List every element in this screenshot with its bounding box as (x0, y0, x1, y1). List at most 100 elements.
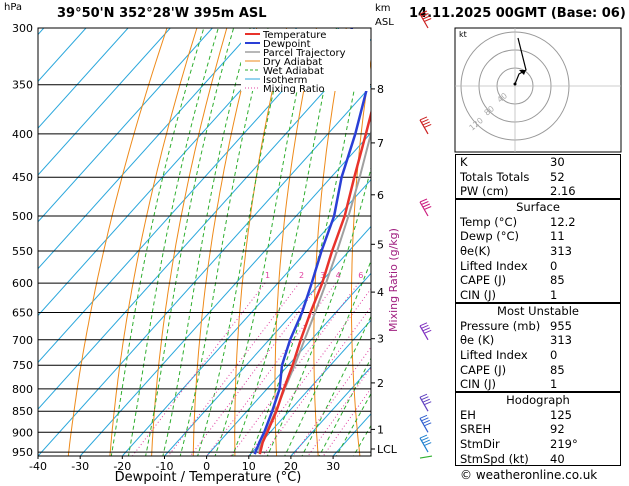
temperature-tick-label: 10 (242, 460, 256, 473)
mixing-ratio-line (322, 387, 371, 456)
km-tick-label: 7 (377, 137, 384, 150)
hodograph-table-label: SREH (460, 422, 492, 437)
wind-barb-staff (419, 201, 429, 217)
surface-label: Temp (°C) (460, 214, 518, 229)
mixing-ratio-line (131, 282, 266, 456)
wind-barb-feather (422, 419, 430, 424)
wind-barb-feather (419, 393, 428, 398)
wind-barb-feather (421, 324, 429, 329)
surface-value: 0 (550, 258, 558, 273)
location-title: 39°50'N 352°28'W 395m ASL (57, 6, 267, 21)
wind-barb-feather (424, 442, 432, 447)
isotherm (38, 28, 340, 364)
indices-label: K (460, 155, 468, 170)
pressure-tick-label: 350 (12, 79, 33, 92)
wind-barb (419, 10, 432, 29)
hodograph-table-title: Hodograph (506, 393, 570, 408)
wet-adiabat (110, 28, 205, 456)
most-unstable-label: θe (K) (460, 333, 495, 348)
dewpoint-line (253, 28, 370, 455)
wind-barb-feather (424, 206, 432, 210)
temperature-tick-label: 0 (203, 460, 210, 473)
hodograph: kt 40 80 120 (454, 27, 622, 153)
isotherm (164, 225, 371, 456)
temperature-tick-label: -10 (156, 460, 174, 473)
wind-barb-feather (421, 118, 429, 123)
wind-barb-feather (421, 417, 429, 422)
wet-adiabat (301, 315, 371, 456)
legend-dewpoint: Dewpoint (263, 39, 311, 50)
isotherm (38, 28, 298, 317)
indices-row-pw: PW (cm) 2.16 (456, 184, 620, 199)
surface-label: CIN (J) (460, 287, 497, 302)
hodograph-unit-label: kt (459, 30, 467, 39)
pressure-tick-label: 750 (12, 359, 33, 372)
isotherm (121, 178, 371, 456)
pressure-tick-label: 650 (12, 307, 33, 320)
indices-row-tt: Totals Totals 52 (456, 170, 620, 185)
surface-value: 313 (550, 244, 572, 259)
wind-barb-feather (419, 414, 428, 419)
wind-barb-feather (421, 437, 429, 442)
pressure-tick-label: 700 (12, 334, 33, 347)
wind-barb-feather (419, 322, 428, 327)
isotherm (38, 28, 129, 129)
wind-barb (419, 322, 432, 341)
mixing-ratio-line (261, 306, 371, 456)
surface-box: Surface Temp (°C) 12.2 Dewp (°C) 11 θe(K) 3… (455, 199, 621, 303)
isotherm (38, 85, 371, 456)
legend-dry-adiabat: Dry Adiabat (263, 57, 322, 68)
x-axis-label: Dewpoint / Temperature (°C) (115, 470, 302, 485)
wind-barb-feather (419, 198, 428, 203)
wind-barb-feather (422, 327, 430, 332)
wind-barb-staff (419, 325, 429, 341)
isotherm (79, 132, 371, 456)
wet-adiabat (284, 259, 371, 456)
most-unstable-value: 1 (550, 377, 558, 392)
pressure-tick-label: 500 (12, 210, 33, 223)
hodograph-table-value: 219° (550, 437, 578, 452)
surface-label: Dewp (°C) (460, 229, 520, 244)
km-tick-label: 1 (377, 423, 384, 436)
axes: 3003504004505005506006507007508008509009… (12, 22, 398, 473)
hodograph-frame (454, 27, 622, 153)
pressure-tick-label: 450 (12, 171, 33, 184)
wind-barb-feather (424, 422, 432, 427)
wind-barb-staff (419, 437, 429, 453)
mixing-ratio-label: 20 (429, 271, 439, 280)
mixing-ratio-line (247, 287, 371, 456)
km-tick-label: 3 (377, 333, 384, 346)
wind-barb-feather (424, 123, 432, 128)
hpa-unit-label: hPa (4, 2, 22, 13)
surface-table: Surface Temp (°C) 12.2 Dewp (°C) 11 θe(K) 3… (456, 200, 620, 302)
wind-barbs (419, 10, 433, 459)
pressure-tick-label: 400 (12, 128, 33, 141)
km-tick-label: 8 (377, 83, 384, 96)
wind-barb-feather (419, 434, 428, 439)
most-unstable-value: 955 (550, 318, 572, 333)
wind-barb-feather (422, 398, 430, 403)
surface-title: Surface (516, 200, 560, 215)
wind-barb-feather (421, 13, 429, 17)
most-unstable-label: CIN (J) (460, 377, 497, 392)
indices-value: 30 (550, 155, 565, 170)
legend-mixing-ratio: Mixing Ratio (263, 84, 325, 95)
isotherm (38, 28, 255, 270)
hodograph-table-label: StmDir (460, 437, 500, 452)
indices-value: 2.16 (550, 184, 576, 199)
temperature-tick-label: -30 (71, 460, 89, 473)
isotherm (38, 28, 213, 223)
mixing-ratio-label: 4 (336, 271, 341, 280)
temperature-tick-label: 30 (326, 460, 340, 473)
mixing-ratio-label: 25 (443, 271, 453, 280)
mixing-ratio-label: 2 (299, 271, 304, 280)
wind-barb-staff (419, 13, 429, 29)
mixing-ratio-label: 16 (415, 271, 425, 280)
pressure-tick-label: 800 (12, 383, 33, 396)
wind-barb-feather (419, 10, 428, 15)
most-unstable-value: 313 (550, 333, 572, 348)
dry-adiabat (109, 28, 198, 456)
km-unit-label: km (375, 3, 391, 14)
wind-barb-feather (421, 201, 429, 205)
